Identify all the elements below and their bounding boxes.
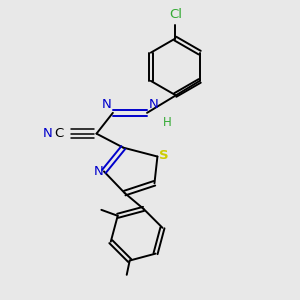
Text: C: C [55, 127, 64, 140]
Text: N: N [102, 98, 111, 111]
Text: S: S [159, 148, 169, 162]
Text: Cl: Cl [169, 8, 182, 21]
Text: N: N [148, 98, 158, 111]
Text: N: N [43, 127, 52, 140]
Text: N: N [94, 165, 103, 178]
Text: H: H [163, 116, 171, 129]
